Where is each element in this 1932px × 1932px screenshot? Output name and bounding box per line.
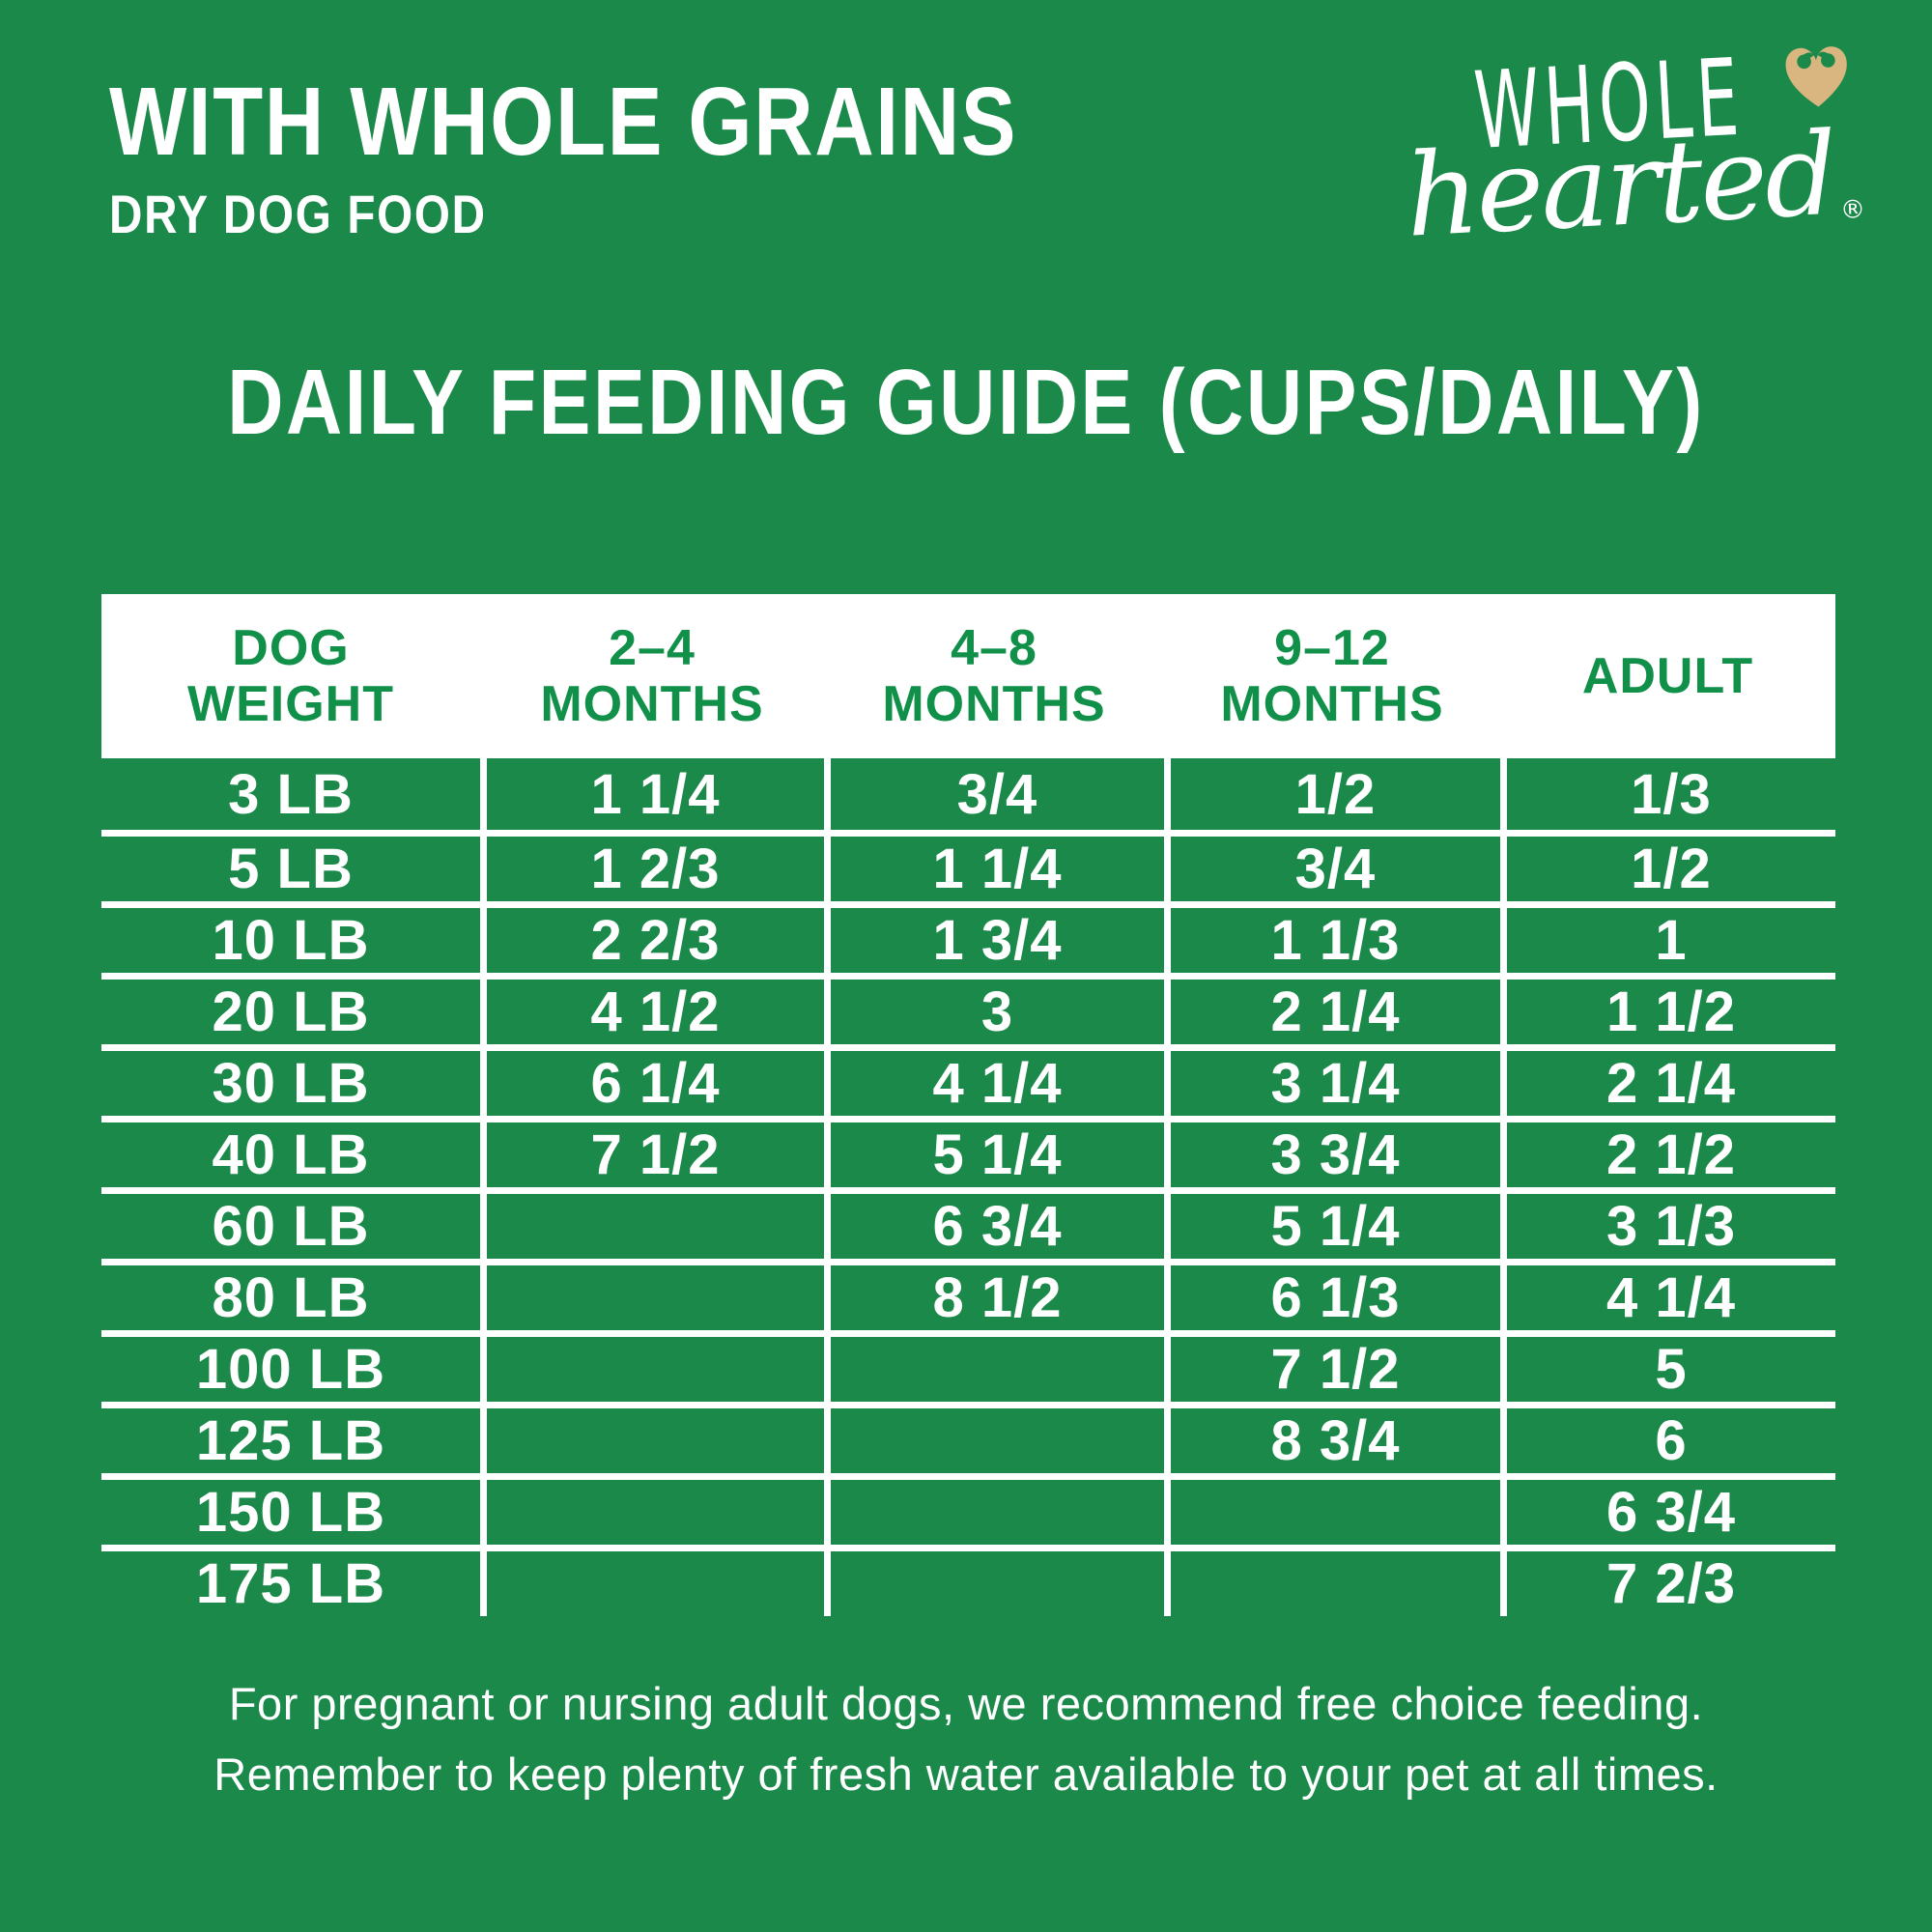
feeding-amount-cell: 6 xyxy=(1500,1402,1835,1473)
feeding-amount-cell xyxy=(1164,1473,1500,1545)
dog-weight-cell: 80 LB xyxy=(101,1259,480,1330)
dog-weight-cell: 30 LB xyxy=(101,1044,480,1116)
footer-note: For pregnant or nursing adult dogs, we r… xyxy=(0,1669,1932,1810)
feeding-amount-cell: 7 1/2 xyxy=(480,1116,824,1187)
feeding-amount-cell: 4 1/2 xyxy=(480,973,824,1044)
feeding-amount-cell: 1/3 xyxy=(1500,758,1835,830)
dog-weight-cell: 5 LB xyxy=(101,830,480,901)
feeding-amount-cell: 5 1/4 xyxy=(1164,1187,1500,1259)
column-header-line: MONTHS xyxy=(882,676,1106,732)
column-header-dog-weight: DOG WEIGHT xyxy=(101,620,480,732)
wholehearted-logo: WHOLE hearted® xyxy=(1403,36,1866,263)
dog-weight-cell: 100 LB xyxy=(101,1330,480,1402)
dog-weight-cell: 10 LB xyxy=(101,901,480,973)
feeding-amount-cell xyxy=(1164,1545,1500,1616)
feeding-amount-cell: 1 1/3 xyxy=(1164,901,1500,973)
table-header-row: DOG WEIGHT 2–4 MONTHS 4–8 MONTHS 9–12 MONTHS ADU… xyxy=(101,594,1835,758)
column-header-line: MONTHS xyxy=(1220,676,1444,732)
feeding-amount-cell xyxy=(824,1473,1164,1545)
feeding-amount-cell: 4 1/4 xyxy=(1500,1259,1835,1330)
feeding-amount-cell: 1 1/2 xyxy=(1500,973,1835,1044)
feeding-amount-cell: 3 3/4 xyxy=(1164,1116,1500,1187)
column-header-4-8-months: 4–8 MONTHS xyxy=(824,620,1164,732)
feeding-amount-cell: 2 1/4 xyxy=(1164,973,1500,1044)
column-header-adult: ADULT xyxy=(1500,648,1835,704)
logo-hearted-text: hearted® xyxy=(1403,107,1866,263)
column-header-line: MONTHS xyxy=(540,676,764,732)
dog-weight-cell: 150 LB xyxy=(101,1473,480,1545)
feeding-amount-cell: 6 3/4 xyxy=(824,1187,1164,1259)
dog-weight-cell: 125 LB xyxy=(101,1402,480,1473)
feeding-amount-cell: 1 1/4 xyxy=(480,758,824,830)
feeding-amount-cell: 5 xyxy=(1500,1330,1835,1402)
dog-weight-cell: 40 LB xyxy=(101,1116,480,1187)
feeding-amount-cell: 2 2/3 xyxy=(480,901,824,973)
feeding-amount-cell: 7 1/2 xyxy=(1164,1330,1500,1402)
heart-nose-icon xyxy=(1786,46,1848,107)
dog-weight-cell: 3 LB xyxy=(228,762,354,826)
column-header-line: 4–8 xyxy=(951,619,1037,676)
feeding-amount-cell: 7 2/3 xyxy=(1500,1545,1835,1616)
brand-header: WITH WHOLE GRAINS DRY DOG FOOD xyxy=(109,73,1178,242)
feeding-amount-cell: 3/4 xyxy=(1164,830,1500,901)
column-header-9-12-months: 9–12 MONTHS xyxy=(1164,620,1500,732)
feeding-amount-cell xyxy=(480,1187,824,1259)
product-line-title: WITH WHOLE GRAINS xyxy=(109,68,1018,176)
feeding-amount-cell: 1 3/4 xyxy=(824,901,1164,973)
feeding-amount-cell xyxy=(480,1259,824,1330)
feeding-amount-cell xyxy=(824,1545,1164,1616)
feeding-amount-cell: 1 1/4 xyxy=(824,830,1164,901)
registered-trademark-symbol: ® xyxy=(1839,194,1866,226)
feeding-amount-cell: 1 2/3 xyxy=(480,830,824,901)
feeding-amount-cell: 2 1/4 xyxy=(1500,1044,1835,1116)
dog-weight-cell: 60 LB xyxy=(101,1187,480,1259)
feeding-amount-cell: 1 xyxy=(1500,901,1835,973)
feeding-amount-cell: 6 1/4 xyxy=(480,1044,824,1116)
feeding-amount-cell: 1/2 xyxy=(1164,758,1500,830)
logo-hearted-word: hearted xyxy=(1402,106,1838,263)
feeding-amount-cell xyxy=(824,1330,1164,1402)
footer-line-1: For pregnant or nursing adult dogs, we r… xyxy=(228,1678,1704,1729)
feeding-amount-cell xyxy=(824,1402,1164,1473)
feeding-amount-cell: 6 1/3 xyxy=(1164,1259,1500,1330)
feeding-amount-cell: 2 1/2 xyxy=(1500,1116,1835,1187)
product-type-subtitle: DRY DOG FOOD xyxy=(109,184,487,244)
table-body: 3 LB 1 1/4 3/4 1/2 1/3 5 LB 1 2/3 1 1/4 3/4 1/2 10… xyxy=(101,758,1835,1616)
column-header-line: 9–12 xyxy=(1274,619,1390,676)
feeding-amount-cell: 8 1/2 xyxy=(824,1259,1164,1330)
column-header-line: ADULT xyxy=(1581,647,1754,704)
feeding-amount-cell: 3/4 xyxy=(824,758,1164,830)
column-header-2-4-months: 2–4 MONTHS xyxy=(480,620,824,732)
feeding-guide-title: DAILY FEEDING GUIDE (CUPS/DAILY) xyxy=(227,351,1705,454)
footer-line-2: Remember to keep plenty of fresh water a… xyxy=(213,1747,1719,1800)
feeding-amount-cell: 1/2 xyxy=(1500,830,1835,901)
feeding-amount-cell: 3 1/3 xyxy=(1500,1187,1835,1259)
feeding-amount-cell xyxy=(480,1402,824,1473)
feeding-amount-cell: 3 xyxy=(824,973,1164,1044)
feeding-amount-cell: 8 3/4 xyxy=(1164,1402,1500,1473)
feeding-amount-cell: 6 3/4 xyxy=(1500,1473,1835,1545)
column-header-line: DOG xyxy=(232,619,350,676)
feeding-amount-cell: 3 1/4 xyxy=(1164,1044,1500,1116)
logo-top-row: WHOLE xyxy=(1403,36,1848,173)
column-header-line: WEIGHT xyxy=(187,676,394,732)
dog-weight-cell: 175 LB xyxy=(101,1545,480,1616)
feeding-amount-cell xyxy=(480,1545,824,1616)
feeding-amount-cell xyxy=(480,1330,824,1402)
feeding-amount-cell: 5 1/4 xyxy=(824,1116,1164,1187)
feeding-amount-cell xyxy=(480,1473,824,1545)
dog-weight-cell: 20 LB xyxy=(101,973,480,1044)
feeding-guide-table: DOG WEIGHT 2–4 MONTHS 4–8 MONTHS 9–12 MONTHS ADU… xyxy=(101,594,1835,1616)
column-header-line: 2–4 xyxy=(609,619,696,676)
feeding-amount-cell: 4 1/4 xyxy=(824,1044,1164,1116)
